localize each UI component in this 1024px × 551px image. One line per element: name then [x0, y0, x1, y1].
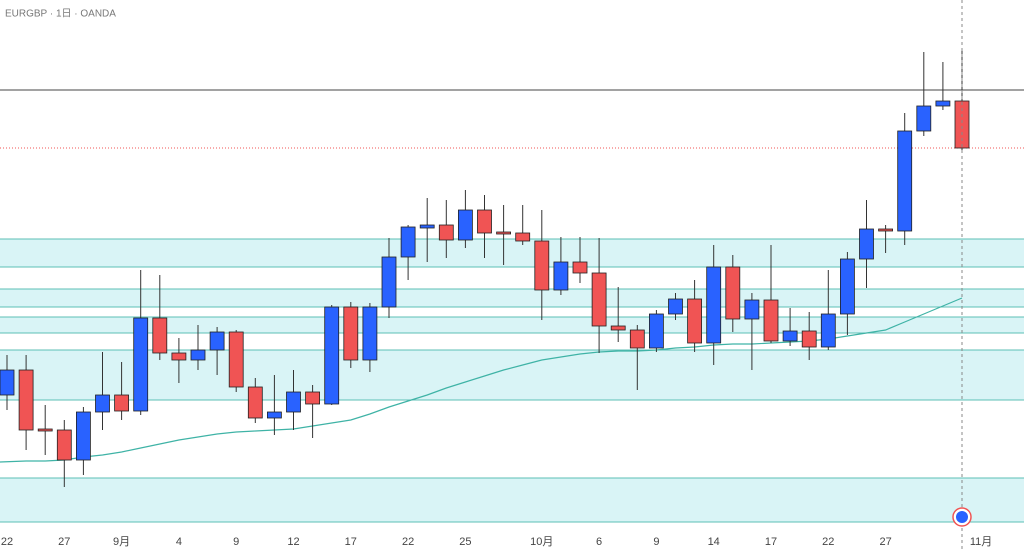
candle-body [572, 261, 588, 274]
candle-body [629, 329, 645, 349]
candle-body [37, 428, 53, 432]
x-tick-label: 11月 [970, 536, 992, 548]
x-tick-label: 4 [176, 536, 182, 548]
candle-body [744, 299, 760, 320]
x-tick-label: 9月 [113, 536, 130, 548]
candle-body [190, 349, 206, 361]
candle-body [266, 411, 282, 419]
x-tick-label: 17 [345, 536, 357, 548]
candle-body [171, 352, 187, 361]
candle-body [725, 266, 741, 320]
zone [0, 350, 1024, 400]
candle-body [954, 100, 970, 149]
candle-body [457, 209, 473, 241]
candle-body [76, 411, 91, 461]
candle-body [0, 369, 15, 396]
candle-body [897, 130, 913, 232]
candle-body [152, 317, 168, 354]
x-tick-label: 22 [822, 536, 834, 548]
candle-body [324, 306, 340, 405]
zone [0, 289, 1024, 307]
candle-body [534, 240, 550, 291]
candle-body [438, 224, 454, 241]
candle-body [133, 317, 149, 412]
candle-body [687, 298, 702, 344]
candle-body [343, 306, 359, 361]
candle-body [496, 231, 512, 235]
x-tick-label: 27 [58, 536, 70, 548]
candle-body [782, 330, 798, 342]
candle-body [706, 266, 722, 344]
candle-body [209, 331, 225, 351]
candle-body [286, 391, 301, 413]
x-tick-label: 25 [459, 536, 471, 548]
candle-body [668, 298, 683, 315]
candle-body [801, 330, 817, 348]
candle-body [935, 100, 951, 107]
x-tick-label: 22 [1, 536, 13, 548]
candle-body [18, 369, 34, 431]
plot [0, 50, 970, 487]
x-tick-label: 6 [596, 536, 602, 548]
chart-title: EURGBP · 1日 · OANDA [5, 9, 116, 20]
candle-body [515, 232, 531, 242]
candle-body [763, 299, 779, 342]
x-tick-label: 22 [402, 536, 414, 548]
candle-body [114, 394, 129, 412]
candle-body [878, 228, 893, 232]
x-tick-label: 9 [653, 536, 659, 548]
x-tick-label: 12 [287, 536, 299, 548]
candle-body [95, 394, 110, 413]
candle-body [840, 258, 855, 315]
candle-body [247, 386, 263, 419]
candle-body [859, 228, 874, 260]
candle-body [553, 261, 569, 291]
x-tick-label: 9 [233, 536, 239, 548]
candle-body [381, 256, 397, 308]
candle-body [916, 105, 932, 132]
candle-body [56, 429, 72, 461]
candle-body [591, 272, 607, 327]
candle-body [419, 224, 435, 229]
candle-body [228, 331, 244, 388]
candle-body [610, 325, 626, 331]
zone [0, 478, 1024, 522]
x-tick-label: 27 [879, 536, 891, 548]
x-tick-label: 17 [765, 536, 777, 548]
x-tick-label: 10月 [530, 536, 553, 548]
candle-body [820, 313, 836, 348]
candle-body [400, 226, 416, 258]
candle-body [649, 313, 664, 349]
x-tick-label: 14 [708, 536, 720, 548]
candle-body [477, 209, 492, 234]
candle-body [305, 391, 321, 405]
event-icon-inner [956, 511, 968, 523]
candle-body [362, 306, 378, 361]
